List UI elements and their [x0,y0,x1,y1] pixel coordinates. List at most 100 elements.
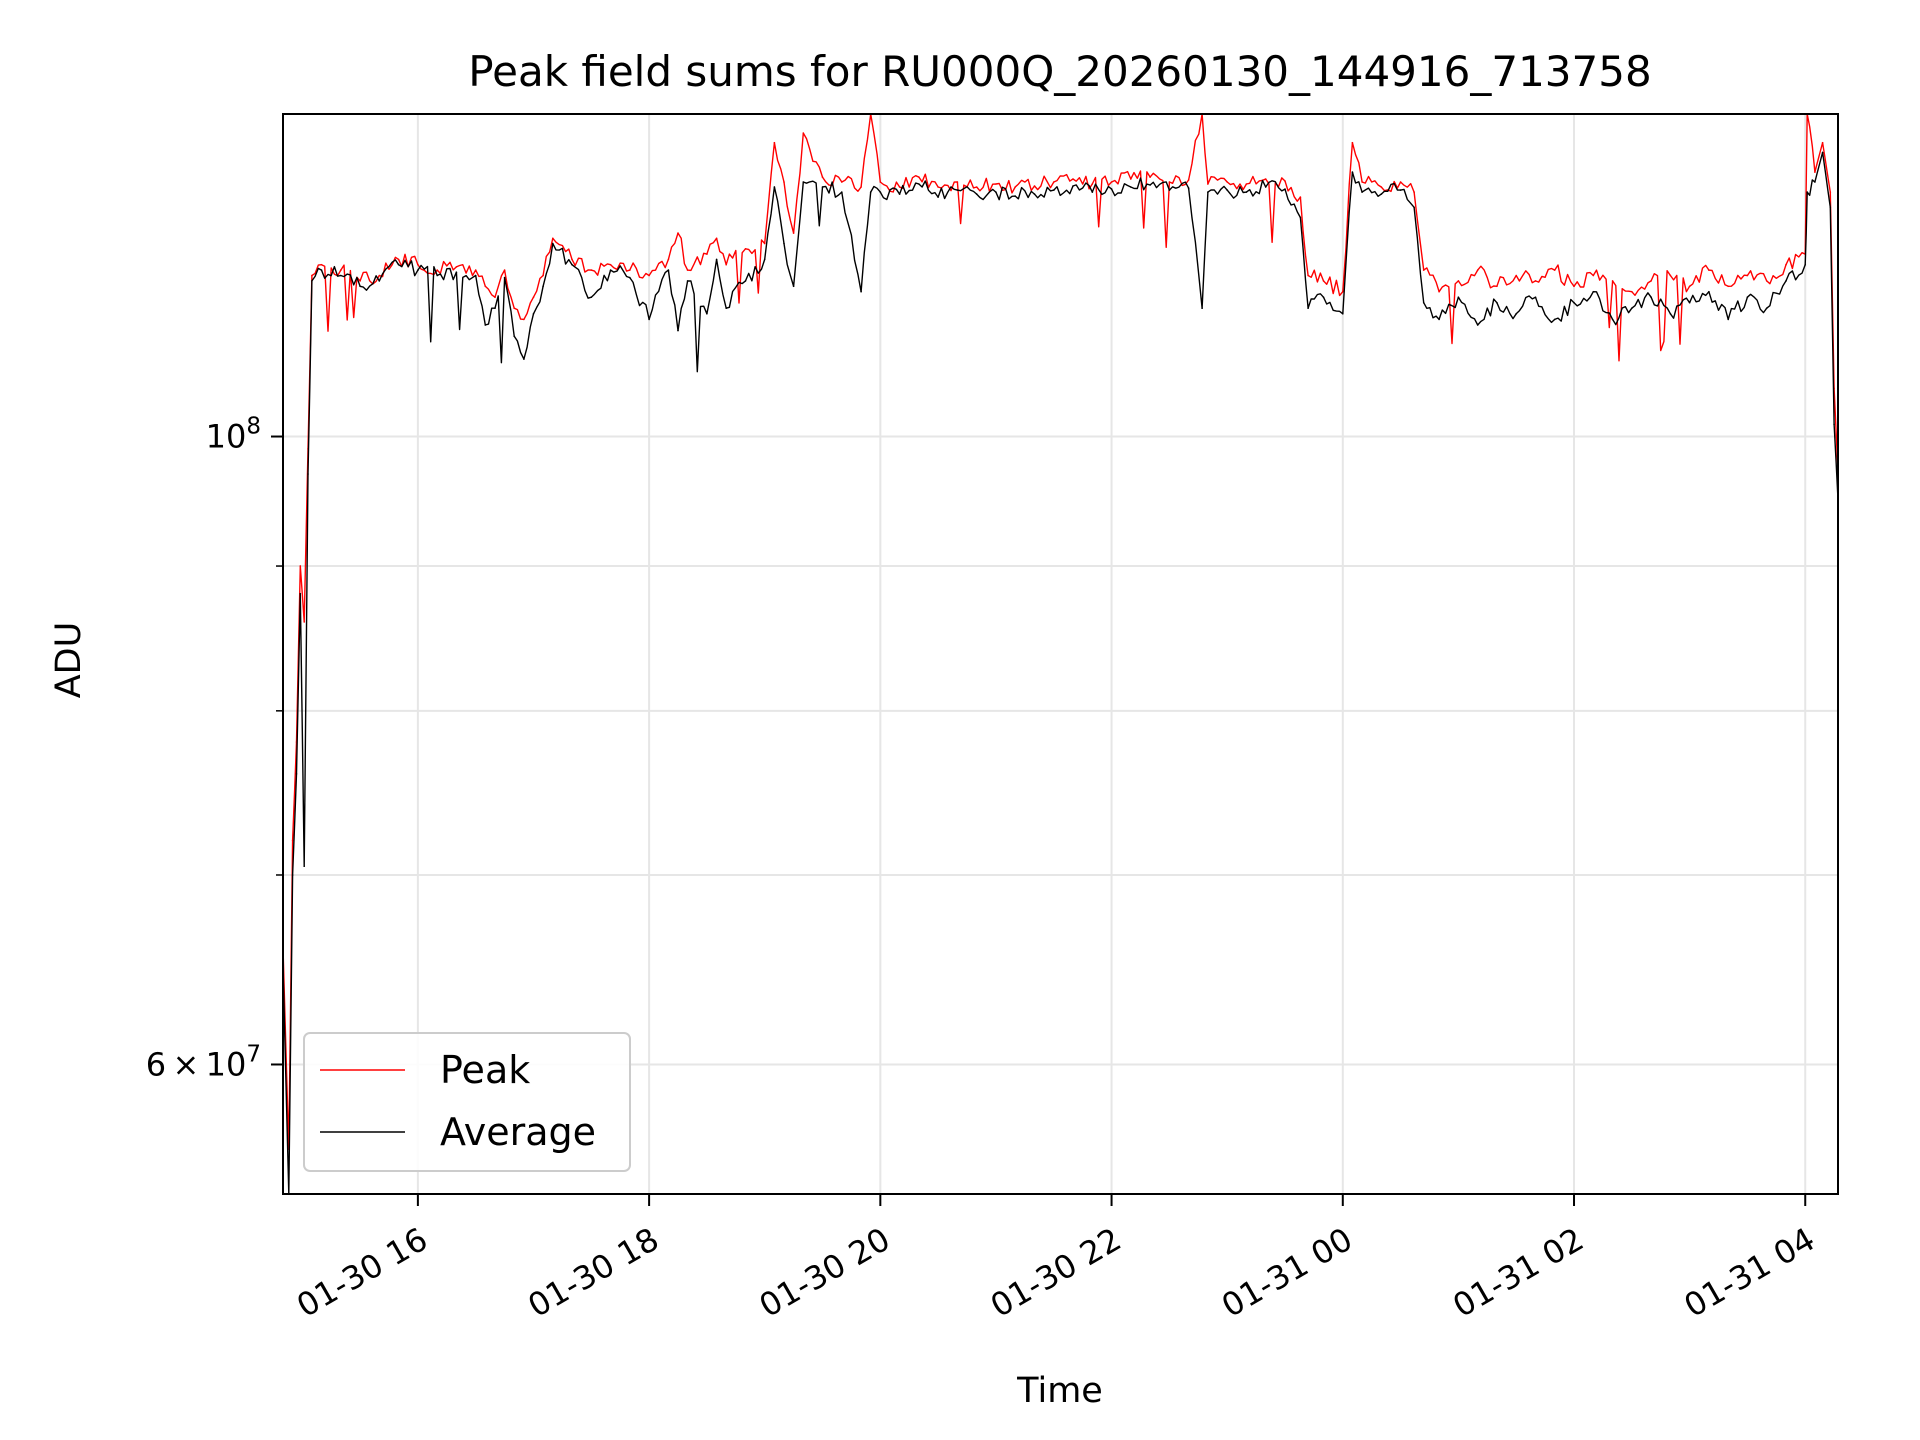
data-point-average [1399,189,1402,191]
data-point-peak [455,266,458,268]
data-point-peak [378,274,381,277]
data-point-average [1168,189,1171,191]
data-point-average [359,285,361,288]
data-point-average [879,191,882,193]
data-point-average [1072,185,1074,187]
data-point-average [494,307,496,310]
data-point-peak [629,269,631,271]
data-point-peak [1413,191,1415,193]
data-point-average [299,592,302,595]
data-point-peak [1765,280,1768,282]
data-point-average [841,191,843,193]
data-point-average [1245,191,1248,193]
data-point-peak [860,186,862,188]
data-point-peak [763,242,766,245]
data-point-average [995,191,997,193]
data-point-peak [898,186,901,188]
data-point-peak [1014,186,1016,188]
series-line-average [282,151,1839,1195]
data-point-peak [303,621,306,623]
plot-frame [282,113,1839,1195]
data-point-peak [1515,274,1517,277]
data-point-peak [1351,141,1354,144]
data-point-peak [1688,285,1691,288]
data-point-peak [590,269,593,271]
data-point-peak [1821,141,1824,144]
data-point-peak [1207,183,1209,185]
data-point-average [303,865,306,867]
data-point-average [311,280,313,282]
data-point-peak [1669,274,1672,277]
data-point-peak [841,181,843,183]
data-point-average [1821,151,1824,154]
data-point-peak [1168,181,1171,183]
data-point-average [1149,184,1151,186]
data-point-peak [677,232,679,234]
data-point-average [1422,301,1425,304]
data-point-average [677,329,679,332]
y-axis: 6 × 107 108 [146,414,283,1083]
data-point-average [1650,296,1652,299]
data-point-average [397,263,400,266]
data-point-peak [571,258,573,261]
data-point-peak [1072,178,1074,180]
data-point-average [1515,313,1517,315]
data-point-average [291,874,294,876]
data-point-peak [1284,180,1286,182]
data-point-peak [311,274,313,277]
data-point-peak [1785,263,1787,266]
data-point-average [706,313,708,315]
chart-title: Peak field sums for RU000Q_20260130_1449… [468,47,1651,96]
data-point-peak [821,176,824,178]
data-point-average [455,271,458,274]
data-point-peak [1264,178,1267,180]
data-point-peak [1553,269,1556,271]
data-point-peak [1438,290,1440,293]
data-point-average [552,242,554,245]
data-point-average [1476,324,1479,326]
data-point-peak [552,237,554,240]
data-point-average [523,358,525,360]
data-point-peak [1380,186,1383,188]
data-point-peak [1399,181,1402,183]
data-point-average [956,189,959,191]
data-point-peak [299,565,302,567]
data-point-peak [1307,274,1309,277]
data-point-peak [1422,269,1425,271]
data-point-peak [436,269,439,271]
data-point-peak [513,307,515,310]
data-point-average [378,280,381,282]
data-point-average [1033,193,1036,195]
data-point-average [513,335,515,338]
data-point-peak [1708,269,1710,271]
data-point-peak [918,176,920,178]
data-point-peak [792,232,795,234]
data-point-peak [1457,280,1460,282]
data-point-peak [320,263,323,266]
data-point-average [1829,206,1832,209]
data-point-peak [532,296,535,299]
data-point-average [1322,296,1325,299]
data-point-peak [1650,280,1652,282]
y-tick-base: 6 × 10 [146,1045,247,1083]
y-tick-exponent: 8 [246,414,261,440]
data-point-average [1746,296,1749,299]
data-point-average [1688,301,1691,304]
data-point-peak [937,186,939,188]
data-point-average [417,269,419,271]
data-point-peak [484,285,487,288]
data-point-peak [706,253,708,255]
legend: Peak Average [303,1032,631,1172]
data-point-peak [1361,181,1363,183]
data-point-average [744,280,747,282]
data-point-average [307,473,309,475]
data-point-average [436,274,439,277]
data-point-peak [1187,179,1190,181]
data-point-average [918,183,920,185]
data-point-average [1110,188,1113,190]
data-point-average [725,307,727,310]
data-point-average [1091,191,1094,193]
data-point-average [1053,189,1055,191]
data-point-peak [1091,183,1094,185]
data-point-average [1727,318,1729,321]
